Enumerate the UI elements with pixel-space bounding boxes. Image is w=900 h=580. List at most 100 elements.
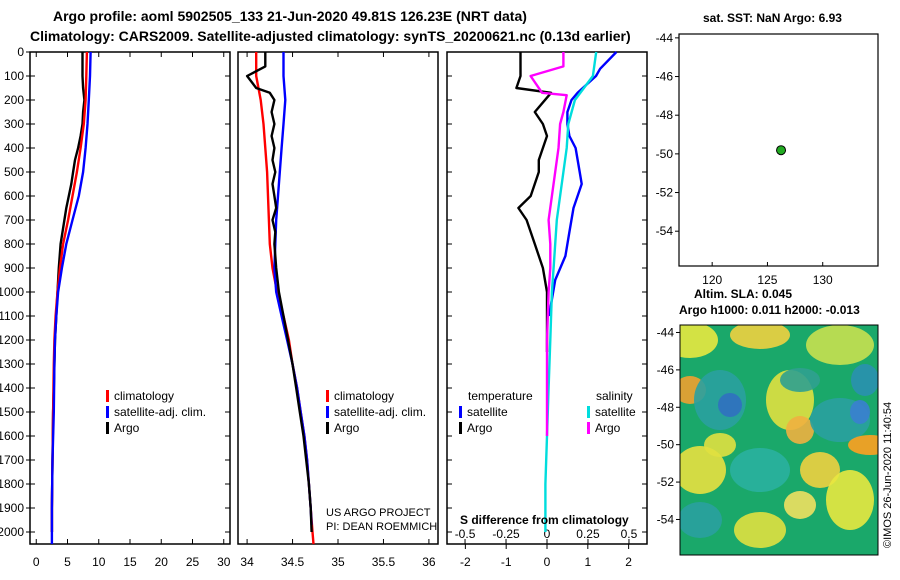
- heatmap-field: [680, 325, 878, 548]
- depth-tick-label: 1800: [0, 477, 24, 491]
- heatmap-patch: [780, 368, 820, 392]
- map-lon-label: 120: [702, 273, 722, 287]
- x-tick-label: 34.5: [281, 555, 305, 569]
- legend-swatch-climatology: [326, 390, 329, 402]
- heatmap-patch: [704, 433, 736, 457]
- x-tick-label: 0.5: [621, 527, 638, 541]
- depth-tick-label: 800: [4, 237, 24, 251]
- depth-tick-label: 100: [4, 69, 24, 83]
- legend-swatch-sal-argo: [587, 422, 590, 434]
- legend-label-argo: Argo: [334, 421, 360, 435]
- legend-swatch-satellite: [326, 406, 329, 418]
- depth-tick-label: 2000: [0, 525, 24, 539]
- legend-label-climatology: climatology: [114, 389, 174, 403]
- legend-title-temperature: temperature: [468, 389, 533, 403]
- argo-float-marker: [776, 145, 787, 156]
- location-map-frame: [678, 33, 879, 267]
- x-tick-label: -0.25: [492, 527, 520, 541]
- x-tick-label: 0.25: [576, 527, 600, 541]
- depth-tick-label: 1000: [0, 285, 24, 299]
- depth-tick-label: 1900: [0, 501, 24, 515]
- map-lat-label: -48: [656, 108, 674, 122]
- alt-lat-label: -54: [657, 512, 675, 526]
- depth-tick-label: 1700: [0, 453, 24, 467]
- x-tick-label-secondary: 1: [584, 555, 591, 569]
- legend-swatch-argo: [106, 422, 109, 434]
- heatmap-patch: [784, 491, 816, 519]
- legend-swatch-sal-satellite: [587, 406, 590, 418]
- x-tick-label: 35: [331, 555, 345, 569]
- legend-label-satellite: satellite-adj. clim.: [334, 405, 426, 419]
- alt-lat-label: -48: [657, 400, 675, 414]
- series-line-sal-argo: [245, 52, 313, 533]
- heatmap-patch: [786, 416, 814, 444]
- x-tick-label: 36: [422, 555, 436, 569]
- heatmap-patch: [680, 325, 718, 358]
- x-tick-label-secondary: 2: [625, 555, 632, 569]
- depth-tick-label: 500: [4, 165, 24, 179]
- alt-lat-label: -52: [657, 475, 675, 489]
- x-tick-label: 30: [217, 555, 231, 569]
- legend-swatch-climatology: [106, 390, 109, 402]
- x-tick-label: 20: [155, 555, 169, 569]
- heatmap-patch: [734, 512, 786, 548]
- difference-axis-label: S difference from climatology: [460, 513, 629, 527]
- heatmap-patch: [851, 364, 878, 396]
- legend-swatch-temp-argo: [459, 422, 462, 434]
- map-lon-label: 125: [757, 273, 777, 287]
- heatmap-patch: [850, 400, 870, 424]
- depth-tick-label: 1500: [0, 405, 24, 419]
- alt-lat-label: -44: [657, 325, 675, 339]
- figure-subtitle: Climatology: CARS2009. Satellite-adjuste…: [30, 28, 631, 44]
- depth-tick-label: 200: [4, 93, 24, 107]
- depth-tick-label: 900: [4, 261, 24, 275]
- x-tick-label: 10: [92, 555, 106, 569]
- heatmap-patch: [730, 448, 790, 492]
- heatmap-patch: [848, 435, 878, 455]
- difference-legend: temperature satellite Argo salinity sate…: [459, 389, 636, 527]
- altimetry-map-frame: [679, 324, 879, 556]
- x-tick-label: 5: [64, 555, 71, 569]
- temperature-legend: climatology satellite-adj. clim. Argo: [106, 389, 206, 435]
- figure-title: Argo profile: aoml 5902505_133 21-Jun-20…: [53, 8, 527, 24]
- map-lat-label: -50: [656, 147, 674, 161]
- heatmap-patch: [718, 393, 742, 417]
- heatmap-patch: [680, 502, 722, 538]
- salinity-panel-frame: [237, 51, 439, 545]
- project-credit: US ARGO PROJECT: [326, 507, 431, 519]
- alt-lat-label: -46: [657, 363, 675, 377]
- imos-timestamp: ©IMOS 26-Jun-2020 11:40:54: [882, 402, 894, 548]
- depth-tick-label: 1100: [0, 309, 24, 323]
- legend-label-temp-argo: Argo: [467, 421, 493, 435]
- series-line-temp-satellite-adj-clim-: [50, 51, 92, 544]
- x-tick-label: 15: [123, 555, 137, 569]
- temperature-panel-frame: [29, 51, 231, 545]
- depth-tick-label: 1600: [0, 429, 24, 443]
- depth-tick-label: 1400: [0, 381, 24, 395]
- heatmap-patch: [826, 470, 874, 530]
- salinity-legend: climatology satellite-adj. clim. Argo US…: [326, 389, 437, 533]
- legend-label-argo: Argo: [114, 421, 140, 435]
- altimetry-title-line1: Altim. SLA: 0.045: [694, 287, 792, 301]
- heatmap-patch: [730, 325, 790, 349]
- depth-tick-label: 400: [4, 141, 24, 155]
- series-line-sal-climatology: [255, 52, 315, 545]
- legend-label-sal-argo: Argo: [595, 421, 621, 435]
- depth-tick-label: 600: [4, 189, 24, 203]
- x-tick-label: 34: [240, 555, 254, 569]
- map-lat-label: -54: [656, 224, 674, 238]
- difference-panel: -0.5 -0.25 0 0.25 0.5 -2 -1 0 1 2: [447, 51, 647, 569]
- depth-axis: 0 100 200 300 400 500 600 700 800 900 1000 1100 1200…: [0, 45, 30, 539]
- x-tick-label-secondary: -2: [460, 555, 471, 569]
- x-tick-label: 0: [544, 527, 551, 541]
- altimetry-lat-axis: -44 -46 -48 -50 -52 -54: [657, 325, 680, 526]
- x-tick-label: 35.5: [372, 555, 396, 569]
- location-map-title: sat. SST: NaN Argo: 6.93: [703, 11, 842, 25]
- legend-label-temp-satellite: satellite: [467, 405, 508, 419]
- x-tick-label: 0: [33, 555, 40, 569]
- series-line-temperature-argo: [515, 52, 553, 352]
- depth-tick-label: 0: [17, 45, 24, 59]
- temperature-panel: 0 5 10 15 20 25 30: [30, 51, 231, 569]
- depth-tick-label: 1200: [0, 333, 24, 347]
